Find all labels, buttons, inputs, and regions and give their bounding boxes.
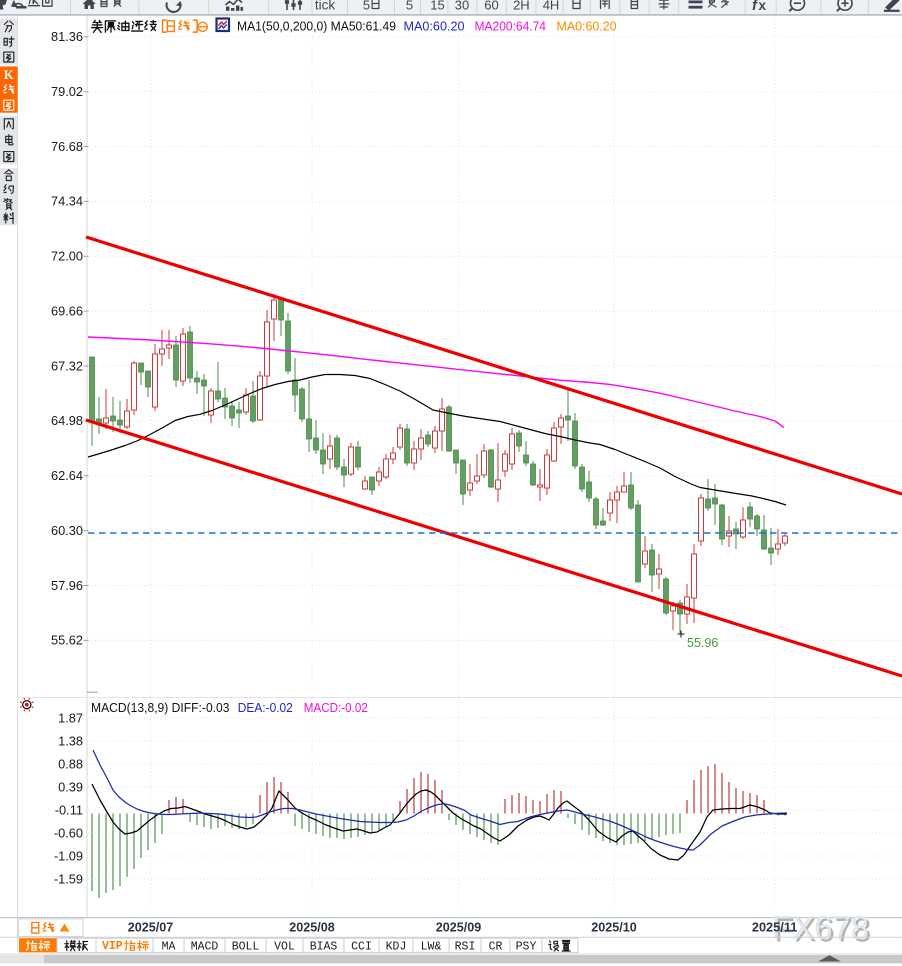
svg-text:MACD: MACD [191, 940, 219, 953]
svg-text:30: 30 [455, 0, 469, 13]
svg-text:0.88: 0.88 [58, 756, 83, 771]
svg-text:FX678: FX678 [775, 912, 872, 949]
svg-text:2025/09: 2025/09 [436, 920, 482, 935]
svg-text:f: f [752, 0, 759, 14]
svg-text:-1.59: -1.59 [54, 871, 83, 886]
svg-text:81.36: 81.36 [51, 29, 83, 44]
svg-text:tick: tick [315, 0, 336, 13]
svg-text:MA200:64.74: MA200:64.74 [475, 19, 547, 34]
svg-text:MA0:60.20: MA0:60.20 [557, 19, 617, 34]
svg-text:1.38: 1.38 [58, 733, 83, 748]
svg-text:MA: MA [162, 940, 176, 953]
svg-text:55.96: 55.96 [687, 636, 718, 650]
svg-text:2025/07: 2025/07 [128, 920, 174, 935]
svg-text:MA1(50,0,200,0) MA50:61.49: MA1(50,0,200,0) MA50:61.49 [237, 19, 396, 34]
svg-text:KDJ: KDJ [386, 940, 407, 953]
svg-text:MACD(13,8,9) DIFF:-0.03: MACD(13,8,9) DIFF:-0.03 [91, 701, 230, 715]
svg-text:5: 5 [406, 0, 413, 13]
svg-text:60: 60 [484, 0, 498, 13]
svg-text:79.02: 79.02 [51, 84, 83, 99]
svg-text:FX678: FX678 [772, 909, 869, 946]
svg-text:76.68: 76.68 [51, 139, 83, 154]
svg-text:PSY: PSY [516, 940, 537, 953]
svg-text:57.96: 57.96 [51, 578, 83, 593]
svg-text:1.87: 1.87 [58, 710, 83, 725]
svg-text:2H: 2H [513, 0, 530, 13]
svg-text:x: x [759, 0, 767, 13]
svg-text:5: 5 [363, 0, 370, 13]
svg-text:CCI: CCI [351, 940, 372, 953]
svg-text:-0.60: -0.60 [54, 825, 83, 840]
svg-text:LW&: LW& [421, 940, 442, 953]
svg-text:DEA:-0.02: DEA:-0.02 [238, 701, 293, 715]
svg-text:4H: 4H [543, 0, 560, 13]
svg-text:2025/10: 2025/10 [591, 920, 637, 935]
svg-text:64.98: 64.98 [51, 413, 83, 428]
svg-text:55.62: 55.62 [51, 633, 83, 648]
svg-text:-1.09: -1.09 [54, 848, 83, 863]
svg-text:67.32: 67.32 [51, 358, 83, 373]
svg-text:RSI: RSI [455, 940, 476, 953]
svg-text:-0.11: -0.11 [55, 802, 83, 817]
svg-text:MACD:-0.02: MACD:-0.02 [304, 701, 368, 715]
svg-text:MA0:60.20: MA0:60.20 [404, 19, 465, 34]
svg-text:BIAS: BIAS [310, 940, 338, 953]
svg-text:69.66: 69.66 [51, 303, 83, 318]
svg-text:74.34: 74.34 [51, 194, 83, 209]
svg-text:72.00: 72.00 [51, 249, 83, 264]
svg-text:15: 15 [430, 0, 444, 13]
svg-text:2025/08: 2025/08 [289, 920, 335, 935]
svg-text:VIP: VIP [102, 940, 123, 953]
svg-text:BOLL: BOLL [232, 940, 260, 953]
svg-text:0.39: 0.39 [58, 779, 83, 794]
svg-text:2025/11: 2025/11 [752, 920, 798, 935]
svg-text:CR: CR [489, 940, 503, 953]
svg-text:60.30: 60.30 [51, 523, 83, 538]
svg-text:62.64: 62.64 [51, 468, 83, 483]
svg-text:K: K [4, 68, 14, 82]
svg-text:VOL: VOL [274, 940, 295, 953]
